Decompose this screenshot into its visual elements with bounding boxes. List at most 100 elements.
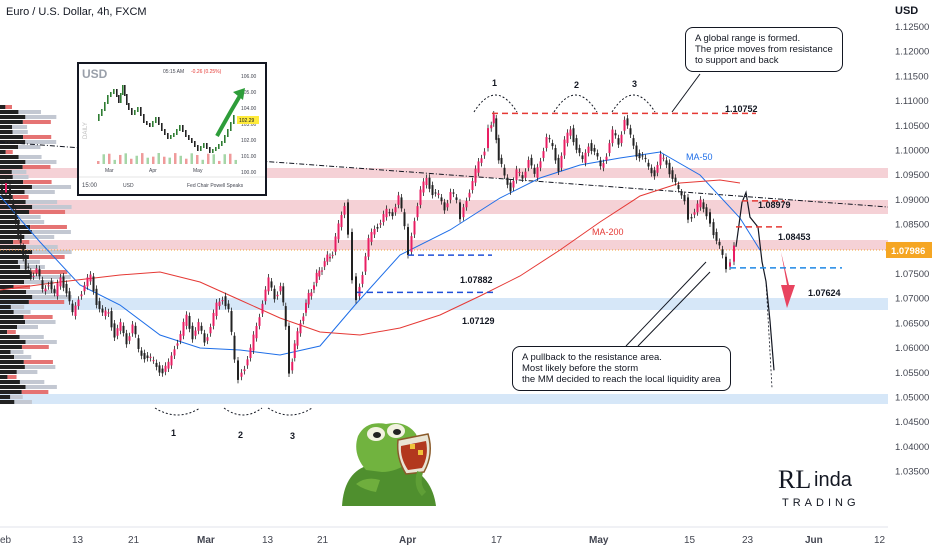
inset-candle — [221, 141, 223, 146]
candle — [104, 310, 107, 316]
volume-profile-bar — [25, 340, 57, 344]
candle — [431, 185, 434, 196]
candle — [50, 281, 53, 290]
candle — [273, 288, 276, 300]
candle — [446, 203, 449, 208]
inset-candle — [227, 129, 229, 137]
candle — [468, 192, 471, 198]
inset-candle — [149, 123, 151, 127]
candle — [355, 276, 357, 301]
inset-volume-bar — [196, 154, 199, 164]
time-tick-label: 23 — [742, 535, 754, 546]
inset-volume-bar — [179, 155, 182, 164]
volume-profile-bar — [0, 350, 11, 354]
volume-profile-bar — [0, 265, 21, 269]
inset-volume-bar — [163, 156, 166, 164]
candle — [725, 256, 727, 270]
volume-profile-bar — [0, 325, 18, 329]
inset-candle — [158, 117, 160, 125]
volume-profile-bar — [0, 150, 6, 154]
candle — [19, 234, 22, 243]
candle — [185, 314, 188, 326]
volume-profile-bar — [30, 270, 68, 274]
candle — [536, 167, 539, 178]
volume-profile-bar — [10, 395, 23, 399]
volume-profile-bar — [29, 255, 65, 259]
volume-profile-bar — [23, 180, 52, 184]
inset-candle — [122, 85, 124, 95]
volume-profile-bar — [21, 345, 49, 349]
candle — [351, 232, 353, 281]
volume-profile-bar — [0, 110, 19, 114]
inset-canvas: USD 05:15 AM -0.26 (0.25%) 106.00 105.00 104.… — [79, 67, 265, 189]
volume-profile-bar — [18, 155, 42, 159]
candle — [140, 350, 143, 356]
candle — [197, 322, 200, 331]
candle — [282, 286, 285, 303]
volume-profile-bar — [12, 195, 29, 199]
candle — [608, 143, 611, 153]
candle — [340, 214, 343, 228]
time-tick-label: 21 — [317, 535, 329, 546]
volume-profile-bar — [0, 280, 25, 284]
time-tick-label: 13 — [72, 535, 84, 546]
volume-profile-bar — [0, 335, 20, 339]
volume-profile-bar — [0, 380, 20, 384]
candle — [116, 328, 119, 336]
volume-profile-bar — [19, 220, 45, 224]
candle — [480, 158, 483, 163]
candle — [394, 207, 397, 213]
volume-profile-bar — [0, 345, 22, 349]
inset-side-label: DAILY — [83, 122, 89, 139]
candle — [497, 138, 500, 161]
zone-band — [0, 298, 888, 310]
callout-line: A pullback to the resistance area. — [522, 352, 662, 363]
candle — [437, 193, 440, 195]
candle — [137, 338, 140, 349]
svg-text:inda: inda — [814, 469, 853, 491]
candle — [315, 272, 318, 284]
price-tick-label: 1.11000 — [895, 96, 929, 107]
candle — [62, 276, 65, 288]
candle — [677, 185, 680, 190]
svg-text:TRADING: TRADING — [782, 497, 860, 509]
candle — [182, 321, 185, 336]
inset-candle — [209, 147, 211, 153]
callout-line: The price moves from resistance — [695, 44, 833, 55]
candle — [307, 292, 310, 305]
candle — [729, 262, 731, 267]
candle — [373, 228, 376, 235]
time-tick-label: 12 — [874, 535, 886, 546]
inset-candle — [173, 133, 175, 137]
candle — [503, 167, 506, 176]
ma50-line — [0, 151, 761, 356]
candle — [509, 182, 512, 192]
pattern-number: 3 — [632, 79, 637, 89]
volume-profile-bar — [0, 190, 25, 194]
price-tick-label: 1.11500 — [895, 71, 929, 82]
candle — [490, 125, 493, 129]
candle — [329, 256, 331, 259]
volume-profile-bar — [0, 120, 23, 124]
candle — [465, 201, 468, 208]
candle — [545, 137, 548, 149]
candle — [690, 217, 693, 219]
candle — [599, 160, 602, 167]
candle — [161, 368, 164, 374]
candle — [158, 365, 161, 373]
volume-profile-bar — [12, 125, 28, 129]
inset-candle — [120, 93, 122, 103]
candle — [733, 245, 735, 262]
volume-profile-bar — [24, 190, 55, 194]
volume-profile-bar — [24, 365, 56, 369]
candle — [92, 276, 95, 292]
callout-pointer — [671, 73, 701, 113]
candle — [557, 157, 560, 172]
candle — [605, 156, 608, 161]
inset-price-label: 102.29 — [239, 118, 255, 124]
inset-volume-bar — [152, 156, 155, 164]
candle — [434, 192, 437, 194]
volume-profile-bar — [14, 355, 32, 359]
